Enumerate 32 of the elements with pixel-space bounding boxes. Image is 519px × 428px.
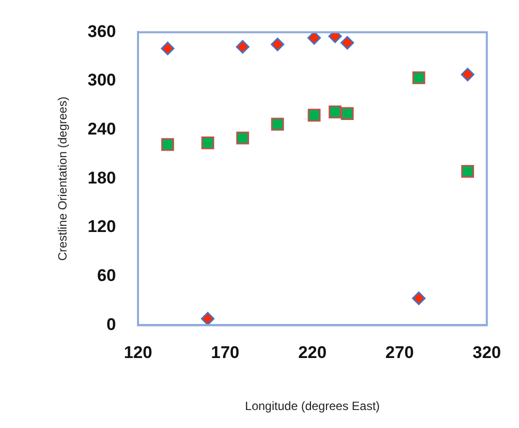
point: [271, 118, 284, 131]
point: [328, 32, 342, 44]
y-tick-label: 300: [88, 70, 116, 90]
y-tick-label: 120: [88, 217, 116, 236]
point: [236, 40, 250, 54]
point: [412, 292, 426, 306]
point: [308, 108, 321, 122]
point: [201, 312, 215, 326]
point: [161, 138, 174, 151]
x-tick-label: 320: [472, 343, 502, 362]
x-tick-label: 220: [298, 343, 327, 362]
point: [201, 136, 214, 150]
point: [340, 36, 354, 50]
x-tick-label: 270: [385, 343, 414, 362]
y-tick-label: 60: [97, 266, 116, 286]
y-tick-label: 180: [88, 168, 116, 188]
point: [328, 106, 342, 118]
x-axis-title: Longitude (degrees East): [245, 399, 380, 414]
point: [340, 107, 354, 120]
point: [270, 38, 284, 52]
y-axis-title: Crestline Orientation (degrees): [56, 96, 70, 261]
point: [412, 71, 426, 84]
y-tick-label: 240: [88, 120, 116, 139]
point: [307, 32, 321, 45]
point: [160, 42, 174, 56]
point: [236, 132, 250, 144]
point: [460, 68, 474, 82]
x-tick-label: 120: [124, 343, 152, 362]
x-tick-label: 170: [211, 343, 240, 362]
y-tick-label: 360: [88, 22, 116, 41]
point: [461, 164, 474, 178]
y-tick-label: 0: [106, 314, 116, 334]
